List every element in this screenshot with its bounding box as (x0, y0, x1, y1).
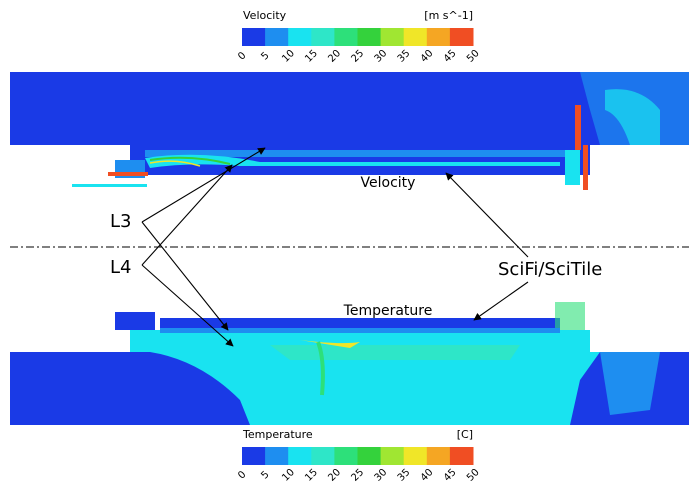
colorbar-cell (242, 447, 266, 465)
colorbar-tick-label: 50 (465, 48, 482, 65)
colorbar-cell (311, 28, 335, 46)
colorbar-cell (450, 447, 474, 465)
colorbar-cell (334, 447, 358, 465)
colorbar-tick-label: 15 (303, 48, 320, 65)
colorbar-cell (265, 28, 289, 46)
colorbar-tick-label: 10 (280, 467, 297, 484)
colorbar-unit: [m s^-1] (424, 9, 473, 22)
l3-label: L3 (110, 211, 131, 232)
colorbar-cell (381, 28, 405, 46)
colorbar-cell (288, 447, 312, 465)
colorbar-cell (427, 447, 451, 465)
colorbar-tick-label: 35 (396, 467, 413, 484)
colorbar-tick-label: 0 (236, 50, 248, 62)
colorbar-cell (311, 447, 335, 465)
figure: Velocity [m s^-1] 05101520253035404550 T… (0, 0, 689, 486)
colorbar-cell (404, 447, 428, 465)
colorbar-cell (334, 28, 358, 46)
colorbar-cell (404, 28, 428, 46)
colorbar-tick-label: 20 (326, 48, 343, 65)
colorbar-unit: [C] (457, 428, 473, 441)
colorbar-tick-label: 30 (373, 467, 390, 484)
colorbar-tick-label: 45 (442, 48, 459, 65)
colorbar-cell (265, 447, 289, 465)
colorbar-tick-label: 35 (396, 48, 413, 65)
colorbar-tick-label: 40 (419, 48, 436, 65)
colorbar-title: Velocity (243, 9, 287, 22)
velocity-field (10, 72, 689, 190)
colorbar-tick-label: 0 (236, 469, 248, 481)
colorbar-tick-label: 45 (442, 467, 459, 484)
colorbar-tick-label: 15 (303, 467, 320, 484)
colorbar-cell (450, 28, 474, 46)
colorbar-cell (427, 28, 451, 46)
colorbar-tick-label: 50 (465, 467, 482, 484)
colorbar-tick-label: 40 (419, 467, 436, 484)
colorbar-tick-label: 25 (349, 467, 366, 484)
l4-label: L4 (110, 257, 131, 278)
colorbar-title: Temperature (242, 428, 313, 441)
temperature-field (10, 302, 689, 425)
colorbar-cell (358, 447, 382, 465)
velocity-label: Velocity (361, 175, 416, 191)
colorbar-cell (288, 28, 312, 46)
colorbar-tick-label: 5 (259, 469, 271, 481)
colorbar-cell (381, 447, 405, 465)
colorbar-cell (358, 28, 382, 46)
colorbar-tick-label: 20 (326, 467, 343, 484)
colorbar-tick-label: 30 (373, 48, 390, 65)
colorbar-tick-label: 25 (349, 48, 366, 65)
scifi-label: SciFi/SciTile (498, 259, 602, 280)
colorbar-cell (242, 28, 266, 46)
colorbar-tick-label: 5 (259, 50, 271, 62)
temperature-label: Temperature (343, 303, 433, 319)
colorbar-tick-label: 10 (280, 48, 297, 65)
